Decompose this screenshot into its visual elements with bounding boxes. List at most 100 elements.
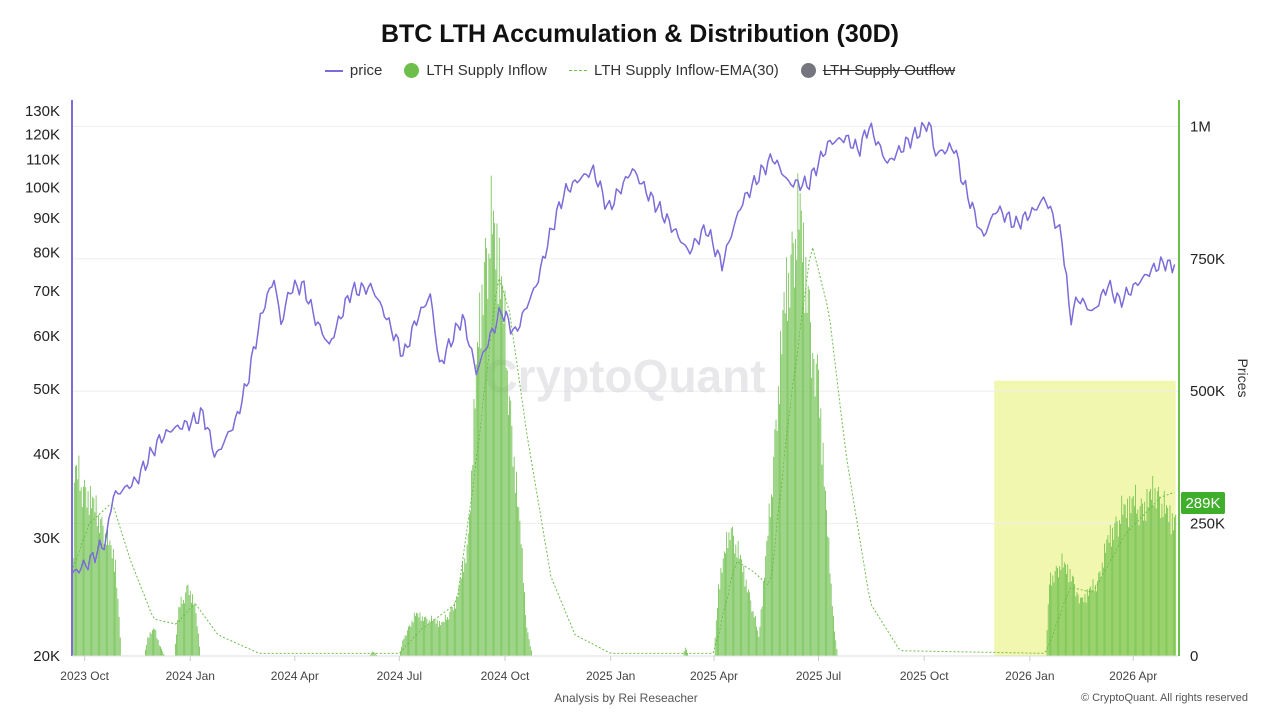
inflow-bar: [479, 292, 481, 656]
inflow-bar: [1068, 582, 1070, 656]
inflow-bar: [766, 540, 768, 656]
x-tick-label: 2024 Jul: [377, 669, 422, 683]
inflow-bar: [489, 258, 491, 656]
inflow-bar: [1062, 567, 1064, 656]
inflow-bar: [730, 528, 732, 656]
inflow-bar: [96, 526, 98, 656]
inflow-bar: [91, 508, 92, 656]
inflow-bar: [834, 631, 835, 656]
inflow-bar: [146, 644, 148, 656]
inflow-bar: [490, 175, 492, 657]
inflow-bar: [1107, 535, 1109, 656]
inflow-bar: [743, 565, 745, 656]
inflow-bar: [451, 606, 453, 656]
inflow-bar: [737, 540, 739, 656]
current-value-label: 289K: [1185, 495, 1220, 512]
inflow-bar: [767, 535, 769, 656]
inflow-bar: [1067, 564, 1069, 656]
x-tick-label: 2024 Apr: [271, 669, 319, 683]
inflow-bar: [1115, 516, 1117, 656]
inflow-bar: [1077, 594, 1079, 656]
inflow-bar: [1155, 508, 1157, 656]
inflow-bar: [119, 637, 121, 656]
inflow-bar: [1163, 490, 1165, 656]
inflow-bar: [835, 640, 837, 656]
inflow-bar: [527, 632, 529, 656]
inflow-bar: [409, 625, 411, 656]
inflow-bar: [501, 276, 502, 656]
left-tick-label: 130K: [25, 103, 60, 120]
inflow-bar: [1094, 584, 1096, 656]
inflow-bar: [776, 430, 778, 656]
inflow-bar: [805, 257, 807, 656]
inflow-bar: [160, 646, 161, 656]
inflow-bar: [1136, 513, 1138, 656]
legend-item-outflow[interactable]: LTH Supply Outflow: [800, 62, 955, 79]
x-tick-label: 2026 Jan: [1005, 669, 1054, 683]
legend-label-inflow: LTH Supply Inflow: [426, 62, 548, 79]
inflow-bar: [80, 487, 82, 656]
inflow-bar: [179, 607, 181, 656]
inflow-bar: [684, 647, 686, 656]
inflow-bar: [108, 545, 110, 656]
inflow-bar: [411, 620, 413, 656]
inflow-bar: [92, 496, 94, 656]
inflow-bar: [757, 630, 759, 656]
legend-item-inflow[interactable]: LTH Supply Inflow: [404, 62, 547, 79]
inflow-bar: [1145, 520, 1147, 656]
inflow-bar: [197, 633, 199, 656]
inflow-bar: [517, 506, 519, 656]
inflow-bar: [1166, 505, 1167, 656]
inflow-bar: [1048, 584, 1050, 656]
inflow-bar: [762, 581, 764, 656]
inflow-bar: [434, 619, 436, 656]
inflow-bar: [1148, 491, 1150, 656]
inflow-bar: [1101, 562, 1103, 656]
left-tick-label: 60K: [33, 328, 60, 345]
inflow-bar: [158, 645, 160, 656]
inflow-bar: [1135, 484, 1136, 656]
inflow-bar: [185, 592, 187, 656]
inflow-bar: [723, 551, 725, 656]
inflow-bar: [505, 367, 507, 656]
inflow-bar: [423, 621, 424, 656]
inflow-bar: [374, 653, 376, 656]
inflow-bar: [477, 341, 478, 656]
inflow-bar: [511, 425, 513, 656]
inflow-bar: [148, 637, 150, 656]
inflow-bar: [444, 614, 446, 656]
inflow-bar: [153, 628, 154, 656]
left-tick-label: 110K: [26, 152, 60, 169]
right-tick-label: 750K: [1190, 251, 1225, 268]
inflow-bar: [772, 496, 773, 656]
inflow-bar: [777, 386, 779, 656]
inflow-bar: [1102, 567, 1104, 656]
inflow-bar: [425, 616, 427, 656]
inflow-bar: [1098, 572, 1100, 656]
inflow-bar: [509, 396, 510, 656]
inflow-bar: [811, 377, 813, 656]
inflow-bar: [1066, 573, 1067, 656]
inflow-bar: [72, 558, 74, 656]
inflow-bar: [813, 358, 815, 656]
inflow-bar: [193, 604, 195, 656]
inflow-bar: [823, 486, 825, 656]
legend-item-ema[interactable]: LTH Supply Inflow-EMA(30): [569, 62, 779, 79]
legend-item-price[interactable]: price: [324, 62, 382, 79]
inflow-bar: [1150, 488, 1151, 656]
inflow-bar: [765, 556, 767, 656]
inflow-bar: [787, 320, 788, 656]
inflow-bar: [176, 634, 177, 656]
inflow-bar: [487, 298, 489, 656]
inflow-bar: [73, 482, 75, 656]
inflow-bar: [807, 285, 809, 656]
inflow-bar: [717, 608, 718, 656]
inflow-bar: [1069, 568, 1071, 656]
inflow-bar: [752, 611, 754, 656]
inflow-bar: [1174, 517, 1175, 656]
inflow-bar: [806, 312, 808, 656]
inflow-bar: [1071, 575, 1073, 656]
inflow-bar: [161, 648, 162, 656]
inflow-bar: [184, 603, 185, 656]
inflow-bar: [1096, 591, 1097, 656]
